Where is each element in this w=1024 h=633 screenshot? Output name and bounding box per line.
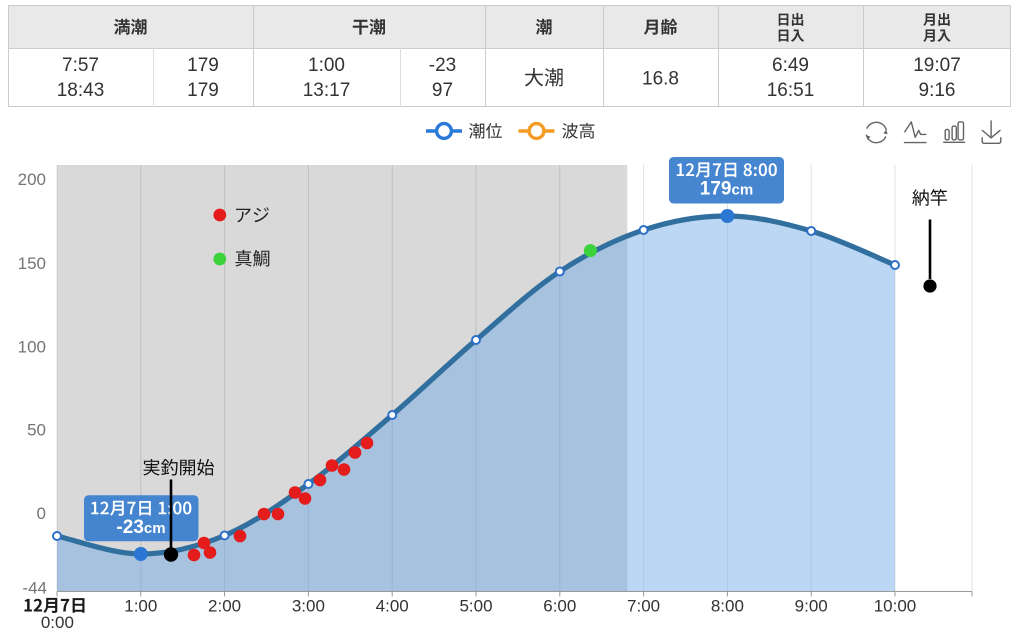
svg-text:1:00: 1:00 xyxy=(308,55,345,76)
svg-text:7:00: 7:00 xyxy=(627,597,660,616)
svg-text:18:43: 18:43 xyxy=(57,80,105,101)
svg-text:6:49: 6:49 xyxy=(772,55,809,76)
svg-text:4:00: 4:00 xyxy=(376,597,409,616)
svg-text:179: 179 xyxy=(187,80,219,101)
svg-text:50: 50 xyxy=(27,421,46,440)
svg-text:9:00: 9:00 xyxy=(795,597,828,616)
svg-text:-23cm: -23cm xyxy=(116,517,165,538)
svg-text:179: 179 xyxy=(187,55,219,76)
svg-text:5:00: 5:00 xyxy=(459,597,492,616)
svg-text:8:00: 8:00 xyxy=(711,597,744,616)
svg-text:19:07: 19:07 xyxy=(913,55,961,76)
svg-text:1:00: 1:00 xyxy=(124,597,157,616)
svg-text:200: 200 xyxy=(18,170,46,189)
svg-text:0:00: 0:00 xyxy=(41,613,74,632)
svg-text:16.8: 16.8 xyxy=(642,69,679,90)
svg-text:10:00: 10:00 xyxy=(874,597,917,616)
svg-text:9:16: 9:16 xyxy=(919,80,956,101)
svg-text:100: 100 xyxy=(18,337,46,356)
svg-text:97: 97 xyxy=(432,80,453,101)
svg-text:13:17: 13:17 xyxy=(303,80,351,101)
svg-text:179cm: 179cm xyxy=(700,179,753,200)
svg-text:-44: -44 xyxy=(22,579,47,598)
svg-text:150: 150 xyxy=(18,254,46,273)
svg-text:0: 0 xyxy=(37,504,46,523)
svg-text:16:51: 16:51 xyxy=(767,80,815,101)
svg-text:2:00: 2:00 xyxy=(208,597,241,616)
svg-text:7:57: 7:57 xyxy=(62,55,99,76)
svg-text:6:00: 6:00 xyxy=(543,597,576,616)
svg-text:3:00: 3:00 xyxy=(292,597,325,616)
svg-text:-23: -23 xyxy=(429,55,456,76)
